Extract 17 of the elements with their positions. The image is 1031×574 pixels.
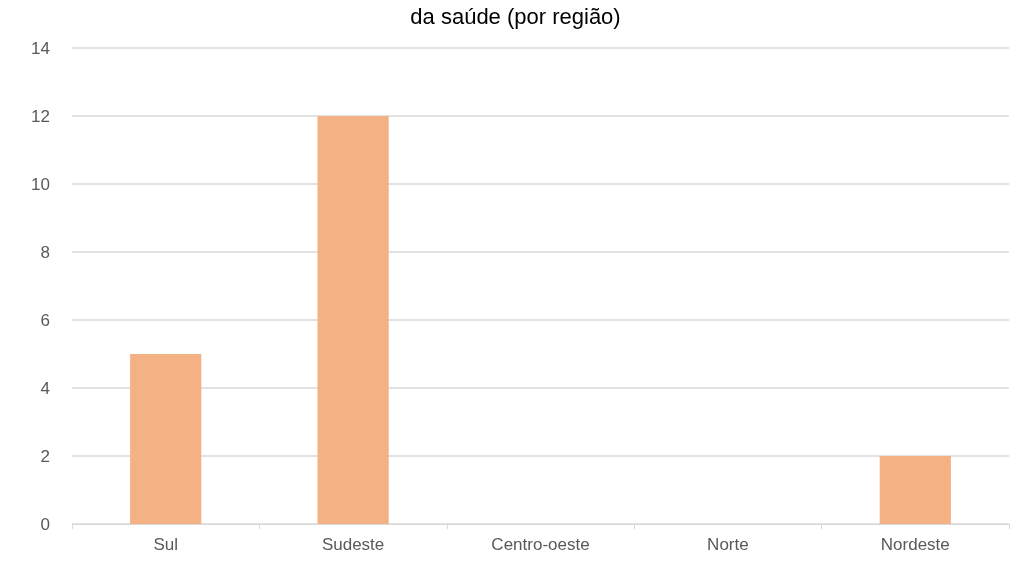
y-tick-label: 0 (40, 514, 50, 534)
x-tick-label: Sul (153, 535, 178, 554)
y-tick-label: 4 (40, 378, 50, 398)
y-tick-label: 14 (31, 38, 50, 58)
y-tick-label: 8 (40, 242, 50, 262)
bar (879, 456, 951, 524)
x-tick-label: Nordeste (880, 535, 950, 554)
y-tick-label: 10 (31, 174, 50, 194)
bar (130, 354, 202, 524)
y-tick-label: 2 (40, 446, 50, 466)
bar (317, 116, 389, 524)
y-tick-label: 12 (31, 106, 50, 126)
x-tick-label: Centro-oeste (491, 535, 590, 554)
y-tick-label: 6 (40, 310, 50, 330)
x-tick-label: Norte (707, 535, 749, 554)
x-tick-label: Sudeste (321, 535, 385, 554)
chart-title: da saúde (por região) (410, 3, 621, 29)
